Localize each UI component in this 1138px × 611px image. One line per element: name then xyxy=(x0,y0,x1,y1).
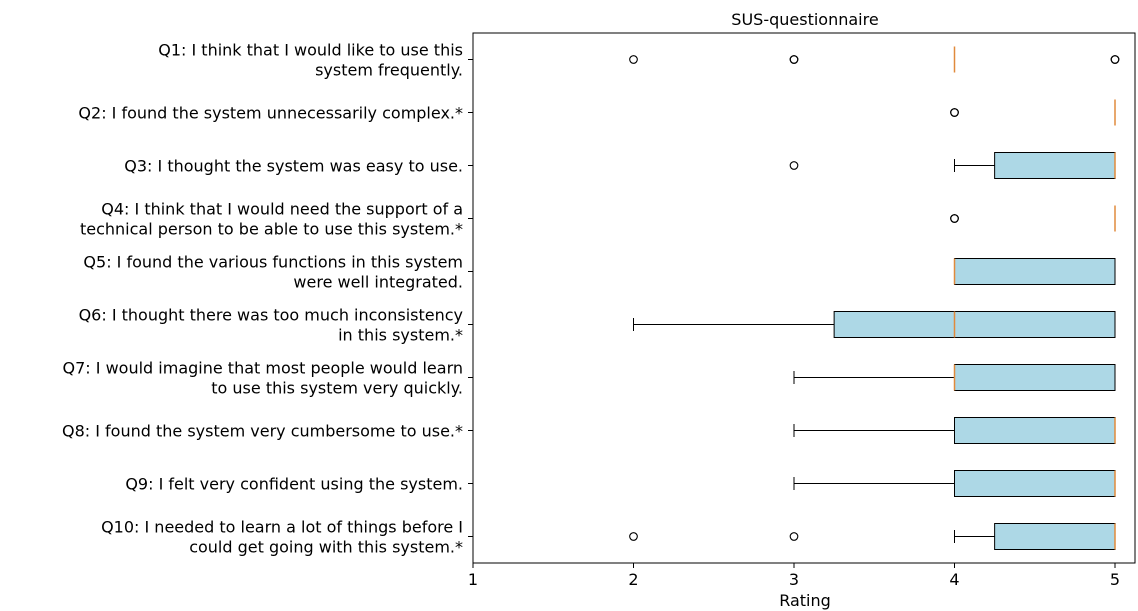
y-tick-label: in this system.* xyxy=(338,326,463,345)
outlier-point xyxy=(629,532,638,541)
box-q1 xyxy=(629,46,1120,73)
box-q3 xyxy=(789,152,1116,179)
box-q10 xyxy=(629,523,1116,550)
box-q8 xyxy=(793,417,1116,444)
x-tick-label: 1 xyxy=(468,570,478,589)
iqr-box xyxy=(994,523,1116,550)
outlier-point xyxy=(1110,55,1120,64)
box-q9 xyxy=(793,470,1116,497)
iqr-box xyxy=(994,152,1116,179)
x-tick-label: 4 xyxy=(949,570,959,589)
box-q6 xyxy=(633,311,1116,338)
iqr-box xyxy=(954,470,1116,497)
box-q4 xyxy=(950,205,1116,232)
y-tick-label: could get going with this system.* xyxy=(189,538,463,557)
y-tick-label: Q8: I found the system very cumbersome t… xyxy=(62,422,463,441)
iqr-box xyxy=(954,364,1116,391)
y-tick-label: Q2: I found the system unnecessarily com… xyxy=(78,104,463,123)
outlier-point xyxy=(950,214,959,223)
y-tick-label: technical person to be able to use this … xyxy=(80,220,463,239)
box-q7 xyxy=(793,364,1116,391)
box-q5 xyxy=(953,258,1116,285)
y-tick-label: Q7: I would imagine that most people wou… xyxy=(63,359,463,378)
y-axis: Q1: I think that I would like to use thi… xyxy=(62,41,473,557)
chart-title: SUS-questionnaire xyxy=(731,10,878,29)
y-tick-label: Q9: I felt very confident using the syst… xyxy=(125,475,463,494)
y-tick-label: Q4: I think that I would need the suppor… xyxy=(101,200,463,219)
y-tick-label: were well integrated. xyxy=(293,273,463,292)
x-axis-label: Rating xyxy=(779,591,831,610)
x-tick-label: 2 xyxy=(628,570,638,589)
x-tick-label: 3 xyxy=(789,570,799,589)
outlier-point xyxy=(789,161,799,170)
y-tick-label: to use this system very quickly. xyxy=(211,379,463,398)
y-tick-label: Q6: I thought there was too much inconsi… xyxy=(79,306,463,325)
outlier-point xyxy=(789,532,799,541)
box-group xyxy=(629,46,1120,550)
iqr-box xyxy=(833,311,1116,338)
y-tick-label: Q1: I think that I would like to use thi… xyxy=(158,41,463,60)
y-tick-label: Q10: I needed to learn a lot of things b… xyxy=(101,518,463,537)
outlier-point xyxy=(629,55,638,64)
y-tick-label: Q5: I found the various functions in thi… xyxy=(83,253,463,272)
outlier-point xyxy=(789,55,799,64)
outlier-point xyxy=(950,108,959,117)
plot-frame xyxy=(472,32,1136,564)
x-axis: 1 2 3 4 5 xyxy=(468,563,1120,589)
y-tick-label: Q3: I thought the system was easy to use… xyxy=(124,157,463,176)
iqr-box xyxy=(954,417,1116,444)
x-tick-label: 5 xyxy=(1110,570,1120,589)
box-q2 xyxy=(950,99,1116,126)
y-tick-label: system frequently. xyxy=(315,61,463,80)
iqr-box xyxy=(954,258,1116,285)
